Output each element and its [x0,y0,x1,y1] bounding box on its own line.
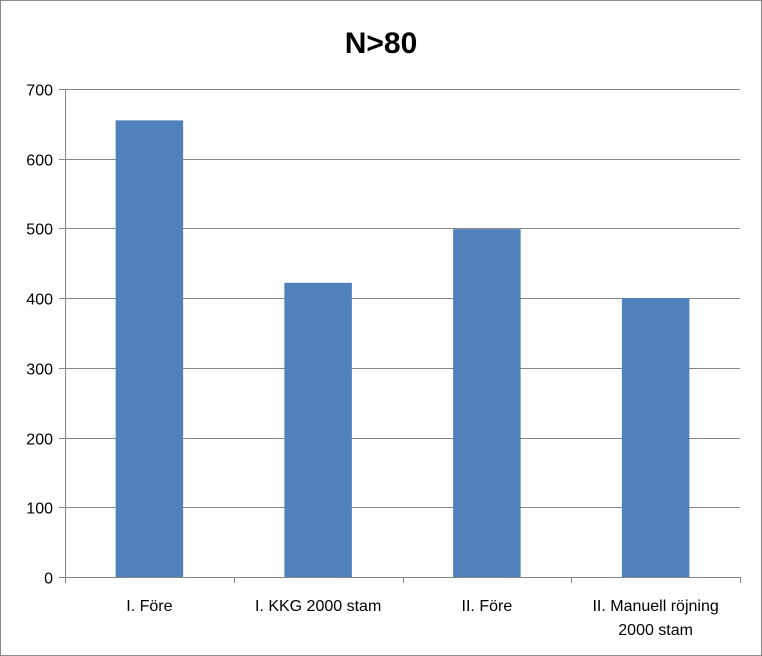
chart-title: N>80 [345,27,418,60]
bar [115,120,184,577]
y-tick-label: 700 [26,83,53,100]
y-tick-label: 300 [26,362,53,379]
bars [115,120,690,577]
bar [621,298,690,577]
x-tick-label: II. Manuell röjning [592,598,718,615]
x-tick-label: 2000 stam [618,622,693,639]
x-tick-label: I. KKG 2000 stam [255,598,381,615]
y-tick-label: 500 [26,222,53,239]
y-tick-label: 600 [26,153,53,170]
bar [453,229,521,577]
bar [284,282,352,577]
y-tick-label: 400 [26,292,53,309]
y-tick-label: 200 [26,432,53,449]
axis-labels: 0 100 200 300 400 500 600 700 I. Före I. KKG 2000… [26,83,718,640]
y-tick-label: 100 [26,501,53,518]
axes [59,89,741,583]
y-tick-label: 0 [44,571,53,588]
x-tick-label: I. Före [126,598,172,615]
x-tick-label: II. Före [462,598,513,615]
